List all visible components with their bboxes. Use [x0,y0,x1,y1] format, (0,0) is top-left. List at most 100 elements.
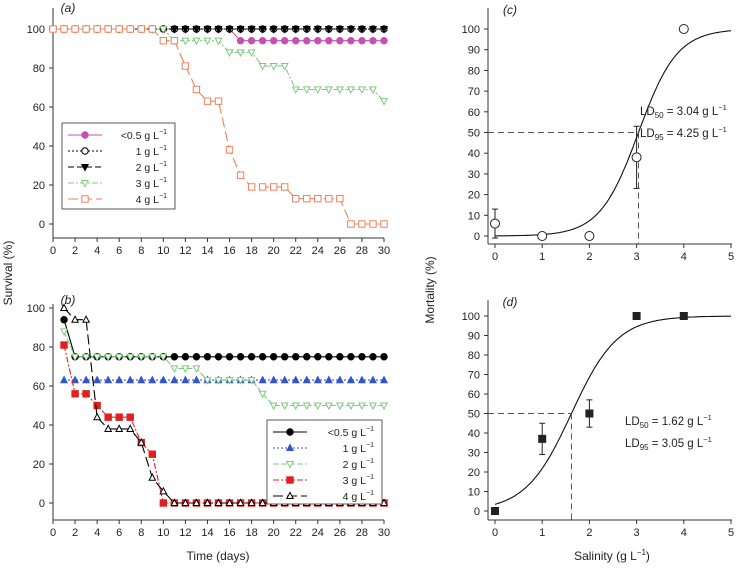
data-point [247,498,256,507]
data-point [82,353,91,362]
data-point [269,62,278,71]
data-point [192,85,201,94]
data-point [346,86,355,95]
data-point [104,25,112,33]
x-tick-label: 4 [94,245,100,257]
data-point [357,375,366,384]
data-point [192,25,201,34]
x-tick-label: 1 [539,527,545,539]
panel-label: (a) [61,1,76,15]
y-tick-label: 20 [33,180,45,192]
data-point [148,25,157,33]
data-point [347,220,355,228]
y-tick-label: 80 [33,63,45,75]
y-tick-label: 40 [33,141,45,153]
data-point [346,402,355,411]
data-point [280,25,289,34]
data-point [93,25,101,33]
data-point [292,194,300,203]
x-tick-label: 5 [728,251,734,263]
legend-marker [81,195,89,203]
data-point [325,194,333,203]
data-point [335,25,344,34]
data-point [357,86,366,95]
data-point [60,375,69,384]
data-point [203,97,212,105]
data-point [291,402,300,411]
x-tick-label: 14 [201,527,213,539]
data-point [236,171,245,179]
ld50-annotation: LD50 = 3.04 g L−1 [640,103,727,120]
y-tick-label: 0 [474,506,480,518]
data-point [60,303,69,312]
data-point [491,507,499,515]
panel-label: (b) [61,293,76,307]
data-point [335,375,344,384]
y-tick-label: 50 [468,128,480,140]
data-point [148,353,157,362]
data-point [170,365,179,374]
data-point [336,37,344,45]
legend-entry: 4 g L−1 [343,490,374,503]
series-0 [60,316,388,361]
data-point [247,49,256,57]
data-point [336,194,344,203]
data-point [347,37,355,45]
x-tick-label: 20 [268,245,280,257]
legend-marker [286,428,294,436]
y-tick-label: 60 [33,102,45,114]
series-4 [49,25,388,228]
data-point [368,402,377,411]
data-point [60,328,69,336]
data-point [269,25,278,34]
y-tick-label: 60 [468,107,480,119]
panel-label: (d) [503,295,518,309]
data-point [269,375,278,384]
data-point [203,498,212,507]
data-point [357,25,366,34]
panel-a: 0 2 4 6 8 10 12 14 16 18 20 22 24 26 28 30020406080100(… [27,1,390,257]
data-point [281,183,289,191]
data-point [258,353,267,361]
data-point [82,375,91,384]
data-point [302,25,311,34]
data-point [214,498,223,507]
data-point [292,37,300,45]
data-point [313,402,322,411]
x-tick-label: 28 [356,245,368,257]
data-point [71,25,79,33]
data-point [490,218,500,229]
y-tick-label: 40 [468,428,480,440]
x-tick-label: 3 [634,527,640,539]
data-point [679,312,688,320]
data-point [247,37,256,45]
legend-marker [80,163,90,172]
x-tick-label: 24 [312,245,324,257]
x-tick-label: 18 [245,527,257,539]
ld50-annotation: LD50 = 1.62 g L−1 [625,413,712,430]
data-point [347,353,355,361]
data-point [159,25,168,34]
data-point [181,365,190,374]
data-point [181,37,190,46]
data-point [71,353,80,362]
data-point [115,424,124,432]
legend-entry: 1 g L−1 [343,442,374,455]
data-point [192,498,201,507]
legend-box [266,419,383,505]
data-point [71,375,80,384]
x-tick-label: 16 [223,527,235,539]
data-point [236,49,245,57]
y-tick-label: 100 [27,303,45,315]
data-point [203,353,212,361]
data-point [258,62,267,71]
x-tick-label: 10 [157,527,169,539]
data-point [60,25,68,33]
x-tick-label: 4 [681,527,687,539]
data-point [247,25,256,34]
data-point [148,375,157,384]
y-tick-label: 40 [468,148,480,160]
x-tick-label: 2 [72,527,78,539]
